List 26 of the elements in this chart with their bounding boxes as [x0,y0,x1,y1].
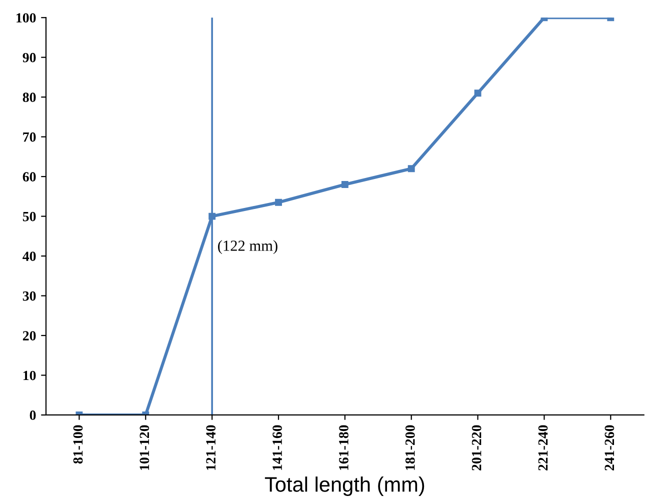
x-tick-label: 221-240 [538,425,548,470]
y-tick-label: 60 [22,172,36,182]
point [341,181,348,188]
y-tick-label: 90 [22,52,36,62]
x-tick-label: 181-200 [405,425,415,470]
ref-line-label: (122 mm) [218,240,278,254]
y-tick-label: 40 [22,252,36,261]
x-tick-label: 161-180 [339,425,348,470]
x-tick-label: 81-100 [73,425,83,464]
y-tick-label: 100 [16,13,36,23]
x-tick-label: 121-140 [206,425,216,470]
point [408,165,415,172]
x-axis-title: Total length (mm) [264,476,424,496]
y-tick-label: 30 [22,291,36,301]
y-tick-label: 10 [23,370,36,380]
y-tick-label: 50 [22,212,36,222]
x-tick-label: 241-260 [604,425,614,470]
x-tick-label: 101-120 [140,425,150,470]
y-tick-label: 80 [22,92,36,102]
x-tick-label: 141-160 [272,425,282,470]
point [474,90,482,97]
y-tick-label: 70 [23,132,36,142]
x-tick-label: 201-220 [472,425,482,470]
point [275,198,282,206]
y-tick-label: 0 [30,410,36,420]
y-tick-label: 20 [22,331,36,340]
